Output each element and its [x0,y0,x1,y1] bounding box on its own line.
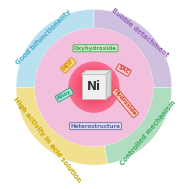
Circle shape [75,68,113,107]
Circle shape [76,69,112,105]
Circle shape [81,74,107,100]
Circle shape [87,80,101,94]
Text: Good bifunctionality: Good bifunctionality [15,8,72,66]
Text: Oxyhydroxide: Oxyhydroxide [74,46,117,51]
Text: SAC: SAC [117,65,130,75]
Circle shape [82,75,106,99]
Circle shape [86,79,102,95]
Text: Bubble detachment: Bubble detachment [110,7,169,58]
Circle shape [85,78,103,97]
Circle shape [69,62,119,112]
Wedge shape [35,28,153,146]
Circle shape [89,82,99,92]
Circle shape [85,79,103,96]
Wedge shape [16,9,94,87]
FancyBboxPatch shape [82,74,106,98]
Text: High activity in acid solution: High activity in acid solution [12,96,82,183]
Circle shape [87,81,101,94]
Circle shape [69,62,119,112]
Text: Alloy: Alloy [56,89,72,101]
Text: Controlled mechanism: Controlled mechanism [120,99,177,167]
Circle shape [71,64,117,110]
Circle shape [70,63,118,112]
Circle shape [78,71,110,103]
Text: MOF: MOF [61,59,75,72]
Circle shape [83,76,105,98]
Wedge shape [16,87,108,165]
Polygon shape [82,71,111,74]
Circle shape [73,67,115,108]
Wedge shape [94,9,172,87]
Circle shape [77,70,111,104]
Circle shape [72,65,116,109]
Polygon shape [106,71,111,98]
Circle shape [88,81,100,93]
Circle shape [75,69,112,106]
Circle shape [84,77,104,97]
Circle shape [82,76,105,99]
Text: Hydroxide: Hydroxide [113,89,137,117]
Circle shape [74,67,114,107]
Circle shape [80,73,108,101]
Circle shape [77,71,110,104]
Circle shape [79,72,109,102]
Circle shape [89,83,98,92]
Text: Heterostructure: Heterostructure [70,124,121,129]
Circle shape [70,64,118,111]
Text: Ni: Ni [87,80,101,93]
Circle shape [73,66,115,109]
Wedge shape [104,87,172,164]
Circle shape [80,74,108,101]
